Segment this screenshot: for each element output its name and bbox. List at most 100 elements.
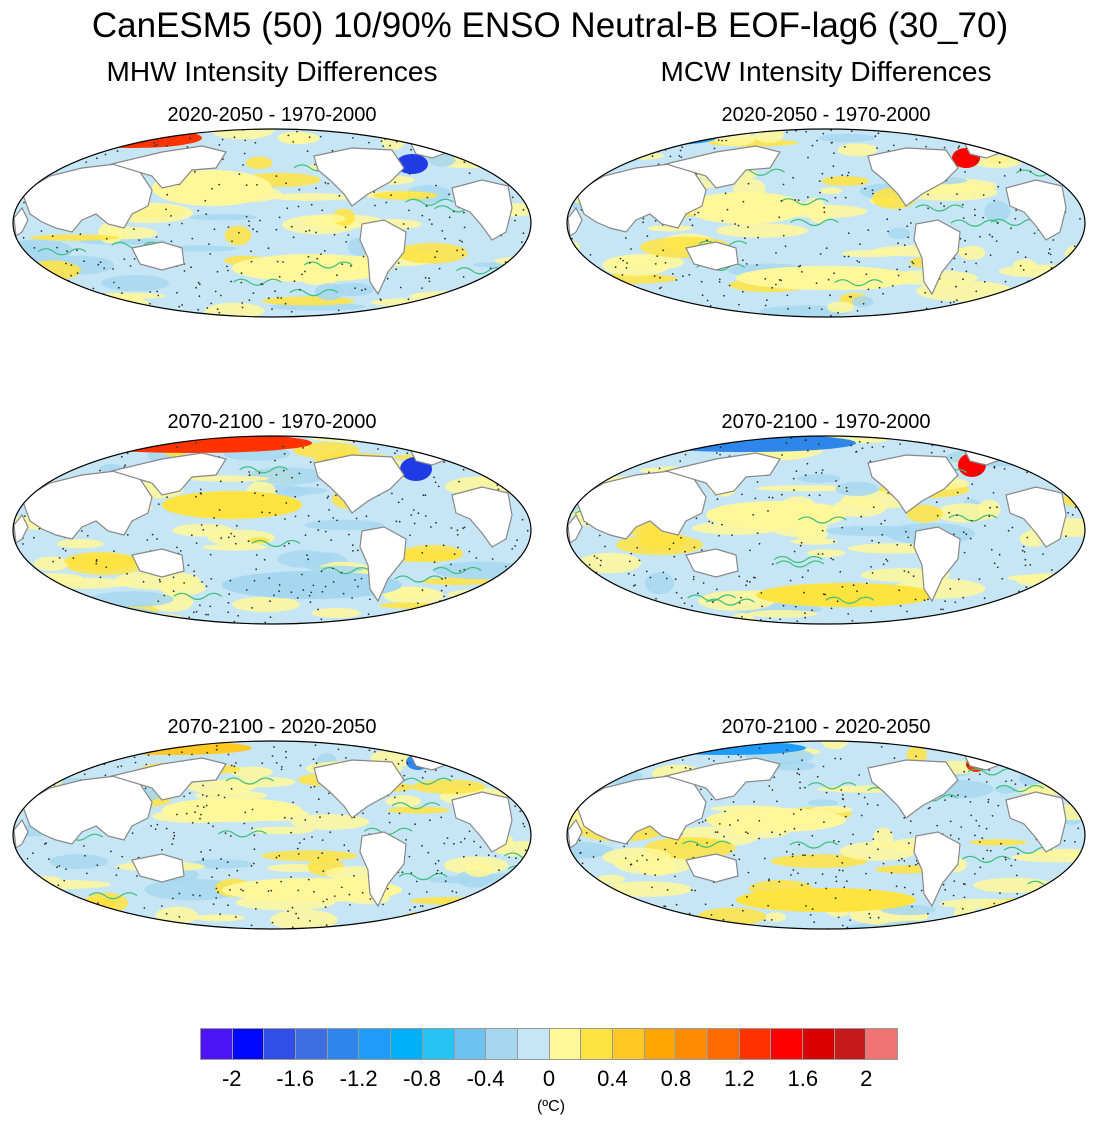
- stipple-dot: [963, 896, 966, 899]
- stipple-dot: [838, 869, 841, 872]
- colorbar-swatch: [358, 1028, 392, 1060]
- stipple-dot: [942, 902, 945, 905]
- stipple-dot: [1050, 474, 1053, 477]
- stipple-dot: [229, 835, 232, 837]
- stipple-dot: [99, 604, 102, 607]
- stipple-dot: [1040, 469, 1042, 472]
- anomaly-patch: [602, 254, 670, 277]
- stipple-dot: [655, 597, 657, 600]
- stipple-dot: [608, 594, 611, 597]
- stipple-dot: [825, 887, 828, 890]
- stipple-dot: [435, 872, 438, 875]
- significance-contour: [13, 159, 61, 167]
- stipple-dot: [572, 151, 575, 154]
- stipple-dot: [871, 572, 874, 574]
- stipple-dot: [275, 474, 278, 476]
- stipple-dot: [990, 548, 993, 551]
- stipple-dot: [227, 601, 230, 604]
- stipple-dot: [171, 922, 173, 925]
- stipple-dot: [951, 268, 954, 270]
- stipple-dot: [882, 563, 885, 566]
- stipple-dot: [700, 549, 703, 552]
- stipple-dot: [874, 135, 877, 138]
- stipple-dot: [362, 812, 364, 815]
- stipple-dot: [336, 274, 338, 277]
- map-border: [566, 740, 1086, 930]
- stipple-dot: [1009, 129, 1012, 130]
- stipple-dot: [70, 274, 72, 277]
- stipple-dot: [512, 310, 515, 312]
- stipple-dot: [570, 883, 572, 885]
- stipple-dot: [112, 620, 115, 622]
- stipple-dot: [526, 529, 529, 532]
- stipple-dot: [360, 577, 363, 580]
- stipple-dot: [825, 791, 828, 794]
- stipple-dot: [275, 490, 278, 493]
- stipple-dot: [801, 576, 804, 579]
- stipple-dot: [527, 858, 530, 861]
- stipple-dot: [963, 770, 966, 773]
- stipple-dot: [377, 448, 379, 450]
- stipple-dot: [165, 912, 168, 915]
- stipple-dot: [583, 907, 585, 909]
- stipple-dot: [207, 613, 210, 616]
- stipple-dot: [301, 273, 303, 276]
- stipple-dot: [194, 811, 197, 814]
- stipple-dot: [817, 443, 820, 446]
- stipple-dot: [595, 276, 597, 279]
- stipple-dot: [809, 914, 812, 916]
- stipple-dot: [1063, 144, 1065, 147]
- stipple-dot: [56, 246, 58, 249]
- stipple-dot: [998, 553, 1001, 556]
- stipple-dot: [218, 144, 221, 146]
- stipple-dot: [179, 550, 182, 552]
- stipple-dot: [1058, 924, 1060, 927]
- stipple-dot: [345, 757, 347, 759]
- stipple-dot: [450, 527, 453, 529]
- stipple-dot: [1047, 926, 1049, 929]
- stipple-dot: [1029, 170, 1032, 173]
- anomaly-patch: [421, 577, 493, 585]
- stipple-dot: [721, 139, 723, 142]
- stipple-dot: [205, 804, 208, 807]
- stipple-dot: [634, 149, 637, 152]
- stipple-dot: [877, 830, 879, 833]
- stipple-dot: [1011, 526, 1014, 529]
- anomaly-patch: [936, 503, 994, 523]
- stipple-dot: [463, 447, 466, 450]
- stipple-dot: [984, 524, 986, 527]
- stipple-dot: [388, 821, 391, 824]
- stipple-dot: [898, 589, 901, 592]
- world-map: [12, 435, 532, 625]
- stipple-dot: [214, 290, 217, 293]
- colorbar-swatch: [453, 1028, 487, 1060]
- stipple-dot: [350, 265, 352, 267]
- anomaly-patch: [114, 616, 167, 623]
- stipple-dot: [940, 202, 942, 205]
- stipple-dot: [511, 196, 514, 199]
- stipple-dot: [592, 856, 595, 858]
- stipple-dot: [209, 253, 212, 255]
- stipple-dot: [368, 141, 370, 144]
- stipple-dot: [583, 313, 586, 316]
- stipple-dot: [1075, 866, 1078, 869]
- anomaly-patch: [756, 485, 855, 492]
- stipple-dot: [243, 152, 246, 155]
- stipple-dot: [944, 600, 946, 603]
- stipple-dot: [218, 311, 221, 314]
- stipple-dot: [728, 284, 731, 287]
- stipple-dot: [124, 464, 127, 467]
- stipple-dot: [631, 448, 634, 450]
- stipple-dot: [911, 905, 913, 908]
- anomaly-patch: [89, 591, 174, 608]
- significance-contour: [527, 573, 531, 581]
- anomaly-patch: [770, 761, 816, 771]
- stipple-dot: [893, 757, 896, 760]
- stipple-dot: [137, 317, 139, 318]
- stipple-dot: [836, 600, 839, 603]
- stipple-dot: [142, 580, 145, 583]
- stipple-dot: [741, 493, 743, 496]
- land-mass: [867, 454, 959, 514]
- stipple-dot: [645, 615, 648, 618]
- stipple-dot: [22, 543, 24, 545]
